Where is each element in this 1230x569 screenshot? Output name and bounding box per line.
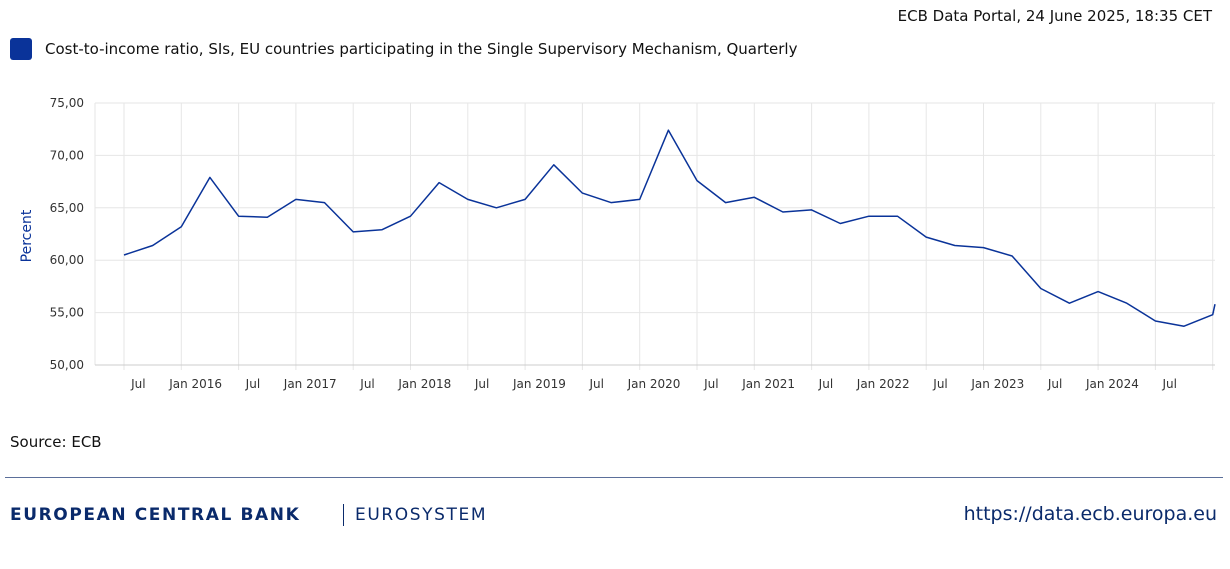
x-tick-label: Jan 2016: [168, 377, 222, 391]
footer-divider: [5, 477, 1223, 478]
data-point[interactable]: [981, 245, 987, 251]
legend-label: Cost-to-income ratio, SIs, EU countries …: [45, 40, 798, 58]
footer-separator: [343, 504, 344, 526]
footer-eurosystem: EUROSYSTEM: [355, 505, 488, 525]
data-point[interactable]: [322, 200, 328, 206]
x-tick-label: Jul: [130, 377, 145, 391]
x-tick-label: Jul: [1161, 377, 1176, 391]
data-point[interactable]: [1009, 253, 1015, 259]
x-tick-label: Jan 2020: [627, 377, 681, 391]
x-tick-label: Jan 2018: [397, 377, 451, 391]
data-point[interactable]: [522, 196, 528, 202]
data-point[interactable]: [952, 243, 958, 249]
footer-bank-name: EUROPEAN CENTRAL BANK: [10, 505, 301, 525]
y-tick-label: 55,00: [50, 306, 84, 320]
data-point[interactable]: [694, 178, 700, 184]
y-tick-label: 50,00: [50, 358, 84, 372]
series-layer: [121, 127, 1218, 329]
y-axis-ticks: 75,00 70,00 65,00 60,00 55,00 50,00: [50, 96, 84, 372]
line-chart[interactable]: 75,00 70,00 65,00 60,00 55,00 50,00 Jul Jan 20…: [0, 0, 1230, 420]
footer-url-link[interactable]: https://data.ecb.europa.eu: [963, 503, 1217, 525]
data-point[interactable]: [608, 200, 614, 206]
x-tick-label: Jul: [818, 377, 833, 391]
data-point[interactable]: [1181, 323, 1187, 329]
grid-layer: [94, 102, 1215, 370]
legend[interactable]: Cost-to-income ratio, SIs, EU countries …: [10, 38, 797, 60]
x-axis-ticks: Jul Jan 2016 Jul Jan 2017 Jul Jan 2018 Jul Jan …: [130, 377, 1177, 391]
x-tick-label: Jan 2024: [1085, 377, 1139, 391]
data-point[interactable]: [178, 224, 184, 230]
data-point[interactable]: [1152, 318, 1158, 324]
data-point[interactable]: [1212, 301, 1218, 307]
data-point[interactable]: [1124, 300, 1130, 306]
x-tick-label: Jan 2021: [741, 377, 795, 391]
data-point[interactable]: [350, 229, 356, 235]
data-point[interactable]: [751, 194, 757, 200]
x-tick-label: Jan 2017: [283, 377, 337, 391]
timestamp: ECB Data Portal, 24 June 2025, 18:35 CET: [897, 7, 1212, 25]
y-tick-label: 70,00: [50, 148, 84, 162]
x-tick-label: Jul: [932, 377, 947, 391]
data-point[interactable]: [723, 200, 729, 206]
data-point[interactable]: [293, 196, 299, 202]
y-tick-label: 75,00: [50, 96, 84, 110]
source-note: Source: ECB: [10, 433, 102, 451]
data-point[interactable]: [1210, 312, 1216, 318]
data-point[interactable]: [121, 252, 127, 258]
data-point[interactable]: [780, 209, 786, 215]
data-point[interactable]: [665, 127, 671, 133]
data-point[interactable]: [837, 221, 843, 227]
data-point[interactable]: [579, 190, 585, 196]
data-point[interactable]: [436, 180, 442, 186]
data-point[interactable]: [408, 213, 414, 219]
x-tick-label: Jan 2023: [970, 377, 1024, 391]
data-point[interactable]: [866, 213, 872, 219]
data-point[interactable]: [1066, 300, 1072, 306]
data-point[interactable]: [207, 174, 213, 180]
data-point[interactable]: [923, 234, 929, 240]
data-point[interactable]: [465, 196, 471, 202]
y-tick-label: 60,00: [50, 253, 84, 267]
data-point[interactable]: [551, 162, 557, 168]
y-tick-label: 65,00: [50, 201, 84, 215]
legend-swatch: [10, 38, 32, 60]
data-point[interactable]: [236, 213, 242, 219]
x-tick-label: Jan 2022: [856, 377, 910, 391]
data-point[interactable]: [1095, 289, 1101, 295]
data-point[interactable]: [895, 213, 901, 219]
y-axis-title: Percent: [19, 209, 35, 262]
data-point[interactable]: [809, 207, 815, 213]
data-point[interactable]: [264, 214, 270, 220]
data-point[interactable]: [150, 243, 156, 249]
x-tick-label: Jul: [474, 377, 489, 391]
x-tick-label: Jul: [703, 377, 718, 391]
x-tick-label: Jul: [245, 377, 260, 391]
series-line[interactable]: [123, 129, 1216, 327]
x-tick-label: Jul: [1047, 377, 1062, 391]
x-tick-label: Jul: [588, 377, 603, 391]
data-point[interactable]: [1038, 285, 1044, 291]
data-point[interactable]: [637, 196, 643, 202]
data-point[interactable]: [493, 205, 499, 211]
x-tick-label: Jul: [359, 377, 374, 391]
x-tick-label: Jan 2019: [512, 377, 566, 391]
data-point[interactable]: [379, 227, 385, 233]
